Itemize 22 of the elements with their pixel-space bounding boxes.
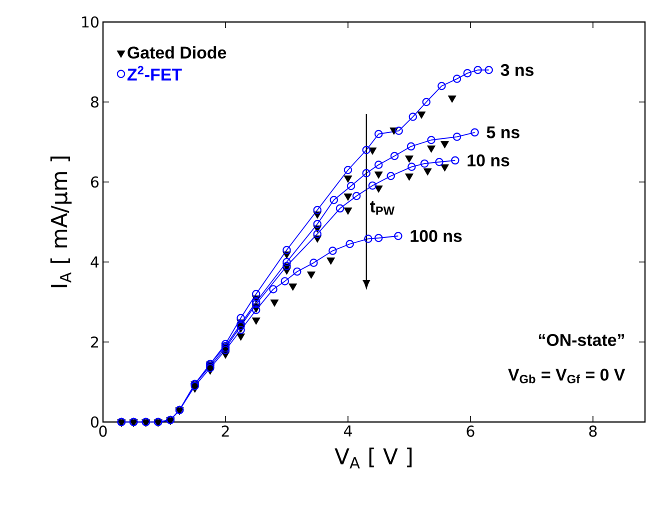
x-tick-label: 4 bbox=[344, 426, 352, 436]
legend-label: Gated Diode bbox=[128, 46, 226, 59]
annotation: 100 ns bbox=[410, 230, 462, 242]
y-tick-label: 4 bbox=[90, 256, 99, 268]
x-tick-label: 0 bbox=[99, 426, 107, 437]
x-tick-label: 8 bbox=[589, 426, 597, 437]
y-tick-label: 8 bbox=[90, 96, 98, 108]
legend-label: Z$^{2}$-FET bbox=[127, 66, 182, 80]
y-axis-title: I$_{A}$ [ mA/µm ] bbox=[50, 156, 72, 288]
y-tick-label: 2 bbox=[91, 336, 98, 348]
y-tick-label: 6 bbox=[91, 176, 99, 188]
annotation: 10 ns bbox=[468, 154, 510, 166]
x-tick-label: 6 bbox=[466, 426, 474, 437]
y-tick-label: 10 bbox=[82, 16, 98, 28]
x-axis-title: V$_{A}$ [ V ] bbox=[334, 448, 412, 468]
annotation: V$_{Gb}$ = V$_{Gf}$ = 0 V bbox=[508, 368, 626, 384]
annotation: 5 ns bbox=[486, 126, 520, 138]
y-tick-label: 0 bbox=[90, 416, 98, 428]
annotation: 3 ns bbox=[500, 64, 534, 76]
annotation: t$_{PW}$ bbox=[370, 201, 395, 215]
annotation: “ON-state” bbox=[538, 334, 624, 346]
x-tick-label: 2 bbox=[222, 426, 229, 437]
